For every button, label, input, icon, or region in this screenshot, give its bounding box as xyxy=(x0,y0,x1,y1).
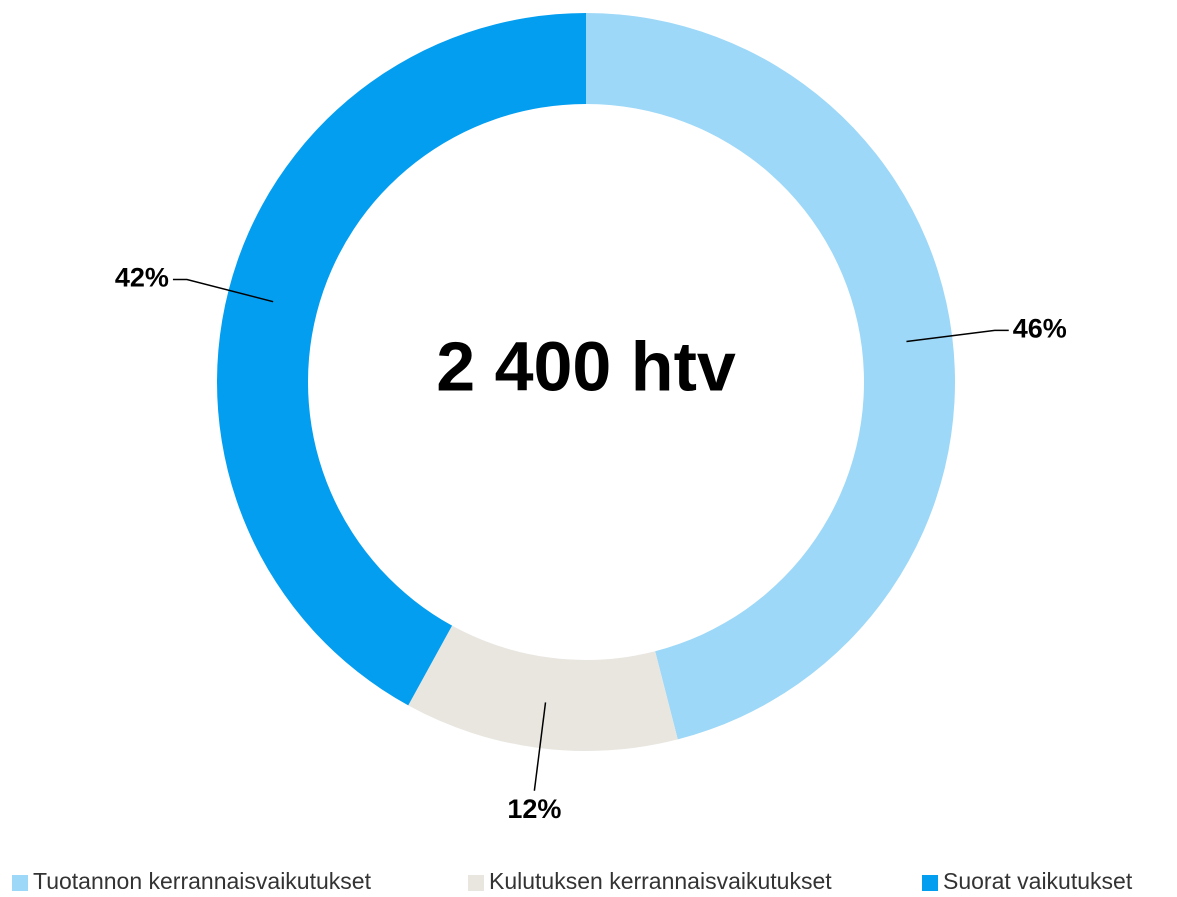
data-label: 42% xyxy=(115,263,169,293)
donut-segment xyxy=(586,13,955,740)
leader-line xyxy=(172,278,274,303)
legend-label: Suorat vaikutukset xyxy=(943,868,1133,894)
center-label: 2 400 htv xyxy=(436,327,736,405)
data-label: 46% xyxy=(1013,313,1067,343)
legend-swatch xyxy=(12,875,28,891)
donut-segment xyxy=(408,625,678,751)
legend-label: Tuotannon kerrannaisvaikutukset xyxy=(33,868,372,894)
data-label: 12% xyxy=(507,794,561,824)
legend-swatch xyxy=(468,875,484,891)
donut-segment xyxy=(216,13,586,706)
legend-swatch xyxy=(922,875,938,891)
leader-line xyxy=(906,329,1009,343)
legend-label: Kulutuksen kerrannaisvaikutukset xyxy=(489,868,832,894)
leader-line xyxy=(533,702,547,791)
